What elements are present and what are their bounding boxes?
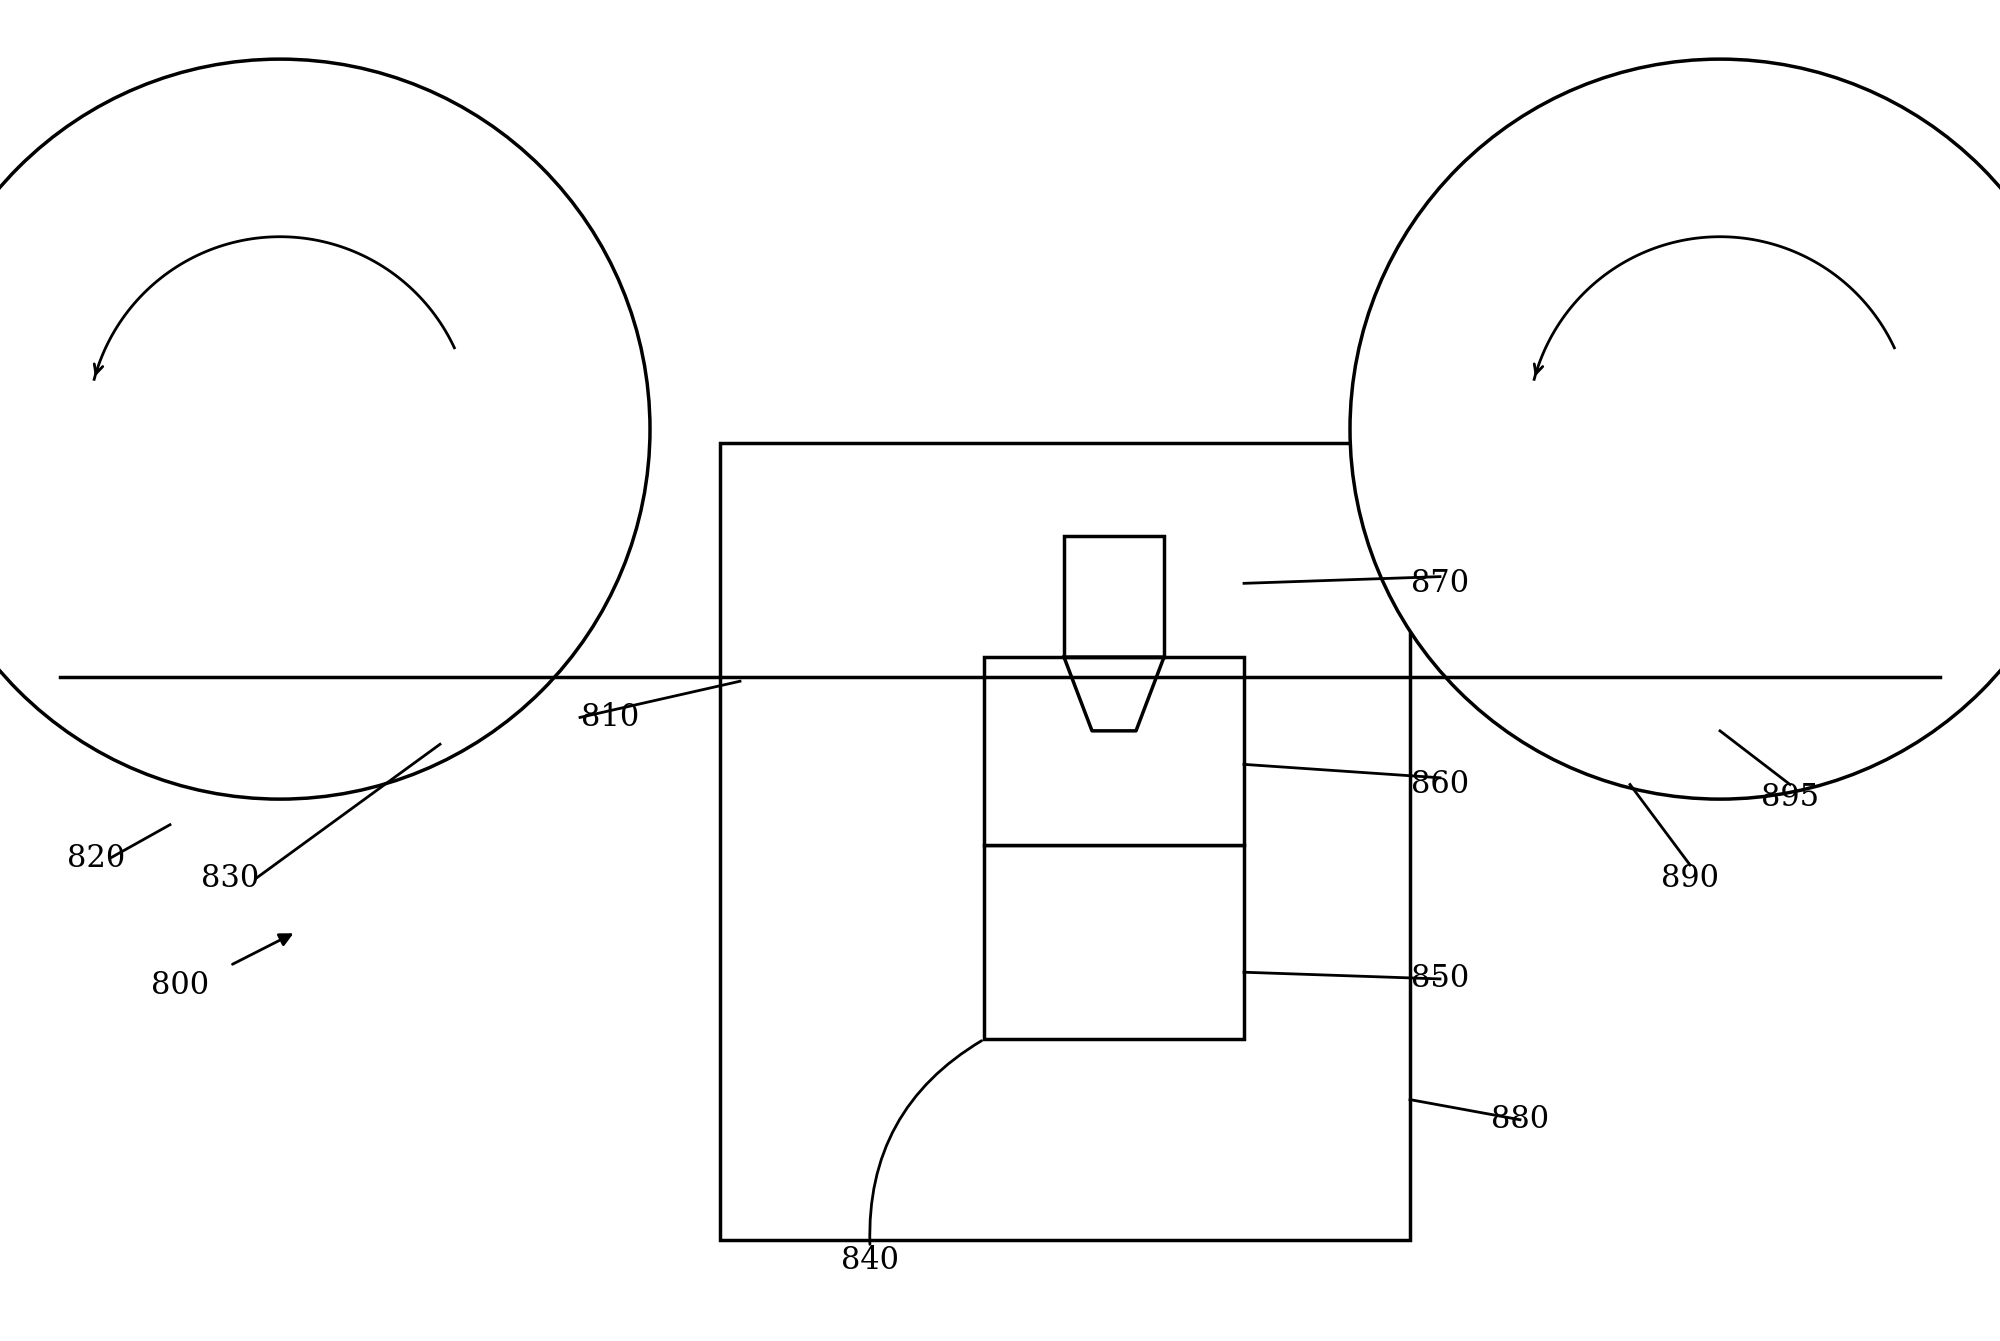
Bar: [984, 657, 1244, 845]
Text: 880: 880: [1490, 1104, 1550, 1136]
Text: 870: 870: [1410, 567, 1470, 599]
Text: 800: 800: [150, 970, 210, 1002]
Text: 860: 860: [1410, 768, 1470, 801]
Bar: [1064, 536, 1164, 657]
Text: 840: 840: [840, 1244, 900, 1277]
Text: 810: 810: [580, 701, 640, 734]
Circle shape: [1350, 59, 2000, 799]
Bar: [720, 443, 1410, 1240]
Text: 820: 820: [66, 842, 126, 874]
Text: 895: 895: [1760, 782, 1820, 814]
Bar: [984, 845, 1244, 1039]
Circle shape: [0, 59, 650, 799]
Text: 830: 830: [200, 862, 260, 894]
Text: 850: 850: [1410, 963, 1470, 995]
Text: 890: 890: [1660, 862, 1720, 894]
